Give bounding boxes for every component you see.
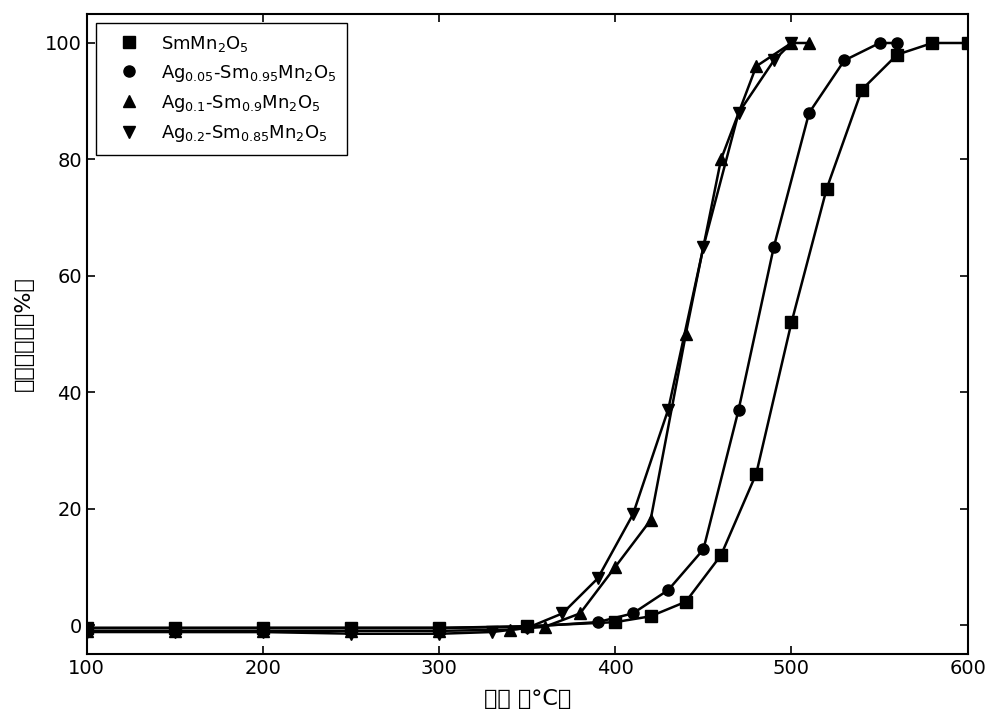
- Ag$_{0.05}$-Sm$_{0.95}$Mn$_2$O$_5$: [874, 38, 886, 47]
- Line: SmMn$_2$O$_5$: SmMn$_2$O$_5$: [81, 38, 973, 633]
- Ag$_{0.2}$-Sm$_{0.85}$Mn$_2$O$_5$: [733, 108, 745, 117]
- Ag$_{0.1}$-Sm$_{0.9}$Mn$_2$O$_5$: [345, 627, 357, 636]
- Ag$_{0.05}$-Sm$_{0.95}$Mn$_2$O$_5$: [345, 624, 357, 633]
- Ag$_{0.05}$-Sm$_{0.95}$Mn$_2$O$_5$: [662, 586, 674, 594]
- Ag$_{0.05}$-Sm$_{0.95}$Mn$_2$O$_5$: [891, 38, 903, 47]
- SmMn$_2$O$_5$: [169, 624, 181, 633]
- Ag$_{0.05}$-Sm$_{0.95}$Mn$_2$O$_5$: [81, 624, 93, 633]
- Ag$_{0.05}$-Sm$_{0.95}$Mn$_2$O$_5$: [592, 617, 604, 626]
- Line: Ag$_{0.05}$-Sm$_{0.95}$Mn$_2$O$_5$: Ag$_{0.05}$-Sm$_{0.95}$Mn$_2$O$_5$: [81, 38, 903, 633]
- Ag$_{0.1}$-Sm$_{0.9}$Mn$_2$O$_5$: [504, 625, 516, 634]
- Ag$_{0.2}$-Sm$_{0.85}$Mn$_2$O$_5$: [521, 624, 533, 633]
- Ag$_{0.2}$-Sm$_{0.85}$Mn$_2$O$_5$: [486, 628, 498, 636]
- SmMn$_2$O$_5$: [785, 318, 797, 327]
- Ag$_{0.1}$-Sm$_{0.9}$Mn$_2$O$_5$: [645, 516, 657, 525]
- SmMn$_2$O$_5$: [521, 622, 533, 630]
- Ag$_{0.1}$-Sm$_{0.9}$Mn$_2$O$_5$: [81, 627, 93, 636]
- Ag$_{0.05}$-Sm$_{0.95}$Mn$_2$O$_5$: [433, 624, 445, 633]
- Legend: SmMn$_2$O$_5$, Ag$_{0.05}$-Sm$_{0.95}$Mn$_2$O$_5$, Ag$_{0.1}$-Sm$_{0.9}$Mn$_2$O$: SmMn$_2$O$_5$, Ag$_{0.05}$-Sm$_{0.95}$Mn…: [96, 23, 347, 155]
- Ag$_{0.2}$-Sm$_{0.85}$Mn$_2$O$_5$: [662, 406, 674, 414]
- Ag$_{0.1}$-Sm$_{0.9}$Mn$_2$O$_5$: [785, 38, 797, 47]
- Ag$_{0.2}$-Sm$_{0.85}$Mn$_2$O$_5$: [768, 56, 780, 65]
- Ag$_{0.05}$-Sm$_{0.95}$Mn$_2$O$_5$: [733, 406, 745, 414]
- Ag$_{0.05}$-Sm$_{0.95}$Mn$_2$O$_5$: [803, 108, 815, 117]
- Ag$_{0.2}$-Sm$_{0.85}$Mn$_2$O$_5$: [433, 630, 445, 638]
- Ag$_{0.05}$-Sm$_{0.95}$Mn$_2$O$_5$: [697, 545, 709, 554]
- SmMn$_2$O$_5$: [609, 617, 621, 626]
- Ag$_{0.2}$-Sm$_{0.85}$Mn$_2$O$_5$: [785, 38, 797, 47]
- SmMn$_2$O$_5$: [257, 624, 269, 633]
- Ag$_{0.1}$-Sm$_{0.9}$Mn$_2$O$_5$: [803, 38, 815, 47]
- Ag$_{0.2}$-Sm$_{0.85}$Mn$_2$O$_5$: [257, 628, 269, 636]
- Ag$_{0.05}$-Sm$_{0.95}$Mn$_2$O$_5$: [627, 609, 639, 617]
- Ag$_{0.1}$-Sm$_{0.9}$Mn$_2$O$_5$: [433, 627, 445, 636]
- Ag$_{0.05}$-Sm$_{0.95}$Mn$_2$O$_5$: [838, 56, 850, 65]
- SmMn$_2$O$_5$: [962, 38, 974, 47]
- SmMn$_2$O$_5$: [81, 624, 93, 633]
- Ag$_{0.05}$-Sm$_{0.95}$Mn$_2$O$_5$: [521, 623, 533, 631]
- Ag$_{0.05}$-Sm$_{0.95}$Mn$_2$O$_5$: [768, 242, 780, 251]
- Ag$_{0.2}$-Sm$_{0.85}$Mn$_2$O$_5$: [345, 630, 357, 638]
- Ag$_{0.2}$-Sm$_{0.85}$Mn$_2$O$_5$: [627, 510, 639, 519]
- SmMn$_2$O$_5$: [433, 624, 445, 633]
- Y-axis label: 碳烟转化率（%）: 碳烟转化率（%）: [14, 277, 34, 391]
- SmMn$_2$O$_5$: [715, 551, 727, 560]
- Ag$_{0.1}$-Sm$_{0.9}$Mn$_2$O$_5$: [680, 330, 692, 338]
- SmMn$_2$O$_5$: [645, 612, 657, 620]
- Ag$_{0.2}$-Sm$_{0.85}$Mn$_2$O$_5$: [81, 628, 93, 636]
- Ag$_{0.1}$-Sm$_{0.9}$Mn$_2$O$_5$: [750, 62, 762, 71]
- SmMn$_2$O$_5$: [891, 51, 903, 59]
- X-axis label: 温度 （°C）: 温度 （°C）: [484, 689, 571, 709]
- Ag$_{0.05}$-Sm$_{0.95}$Mn$_2$O$_5$: [169, 624, 181, 633]
- SmMn$_2$O$_5$: [680, 597, 692, 606]
- SmMn$_2$O$_5$: [345, 624, 357, 633]
- Ag$_{0.1}$-Sm$_{0.9}$Mn$_2$O$_5$: [609, 562, 621, 571]
- Line: Ag$_{0.2}$-Sm$_{0.85}$Mn$_2$O$_5$: Ag$_{0.2}$-Sm$_{0.85}$Mn$_2$O$_5$: [81, 38, 797, 639]
- Ag$_{0.2}$-Sm$_{0.85}$Mn$_2$O$_5$: [556, 609, 568, 617]
- Ag$_{0.2}$-Sm$_{0.85}$Mn$_2$O$_5$: [592, 574, 604, 583]
- Ag$_{0.05}$-Sm$_{0.95}$Mn$_2$O$_5$: [257, 624, 269, 633]
- Ag$_{0.1}$-Sm$_{0.9}$Mn$_2$O$_5$: [169, 627, 181, 636]
- Ag$_{0.1}$-Sm$_{0.9}$Mn$_2$O$_5$: [539, 623, 551, 631]
- Ag$_{0.1}$-Sm$_{0.9}$Mn$_2$O$_5$: [257, 627, 269, 636]
- SmMn$_2$O$_5$: [856, 85, 868, 94]
- Ag$_{0.2}$-Sm$_{0.85}$Mn$_2$O$_5$: [697, 242, 709, 251]
- SmMn$_2$O$_5$: [821, 184, 833, 193]
- Ag$_{0.2}$-Sm$_{0.85}$Mn$_2$O$_5$: [169, 628, 181, 636]
- Ag$_{0.1}$-Sm$_{0.9}$Mn$_2$O$_5$: [715, 155, 727, 163]
- SmMn$_2$O$_5$: [750, 469, 762, 478]
- Ag$_{0.1}$-Sm$_{0.9}$Mn$_2$O$_5$: [574, 609, 586, 617]
- SmMn$_2$O$_5$: [926, 38, 938, 47]
- Line: Ag$_{0.1}$-Sm$_{0.9}$Mn$_2$O$_5$: Ag$_{0.1}$-Sm$_{0.9}$Mn$_2$O$_5$: [81, 38, 815, 636]
